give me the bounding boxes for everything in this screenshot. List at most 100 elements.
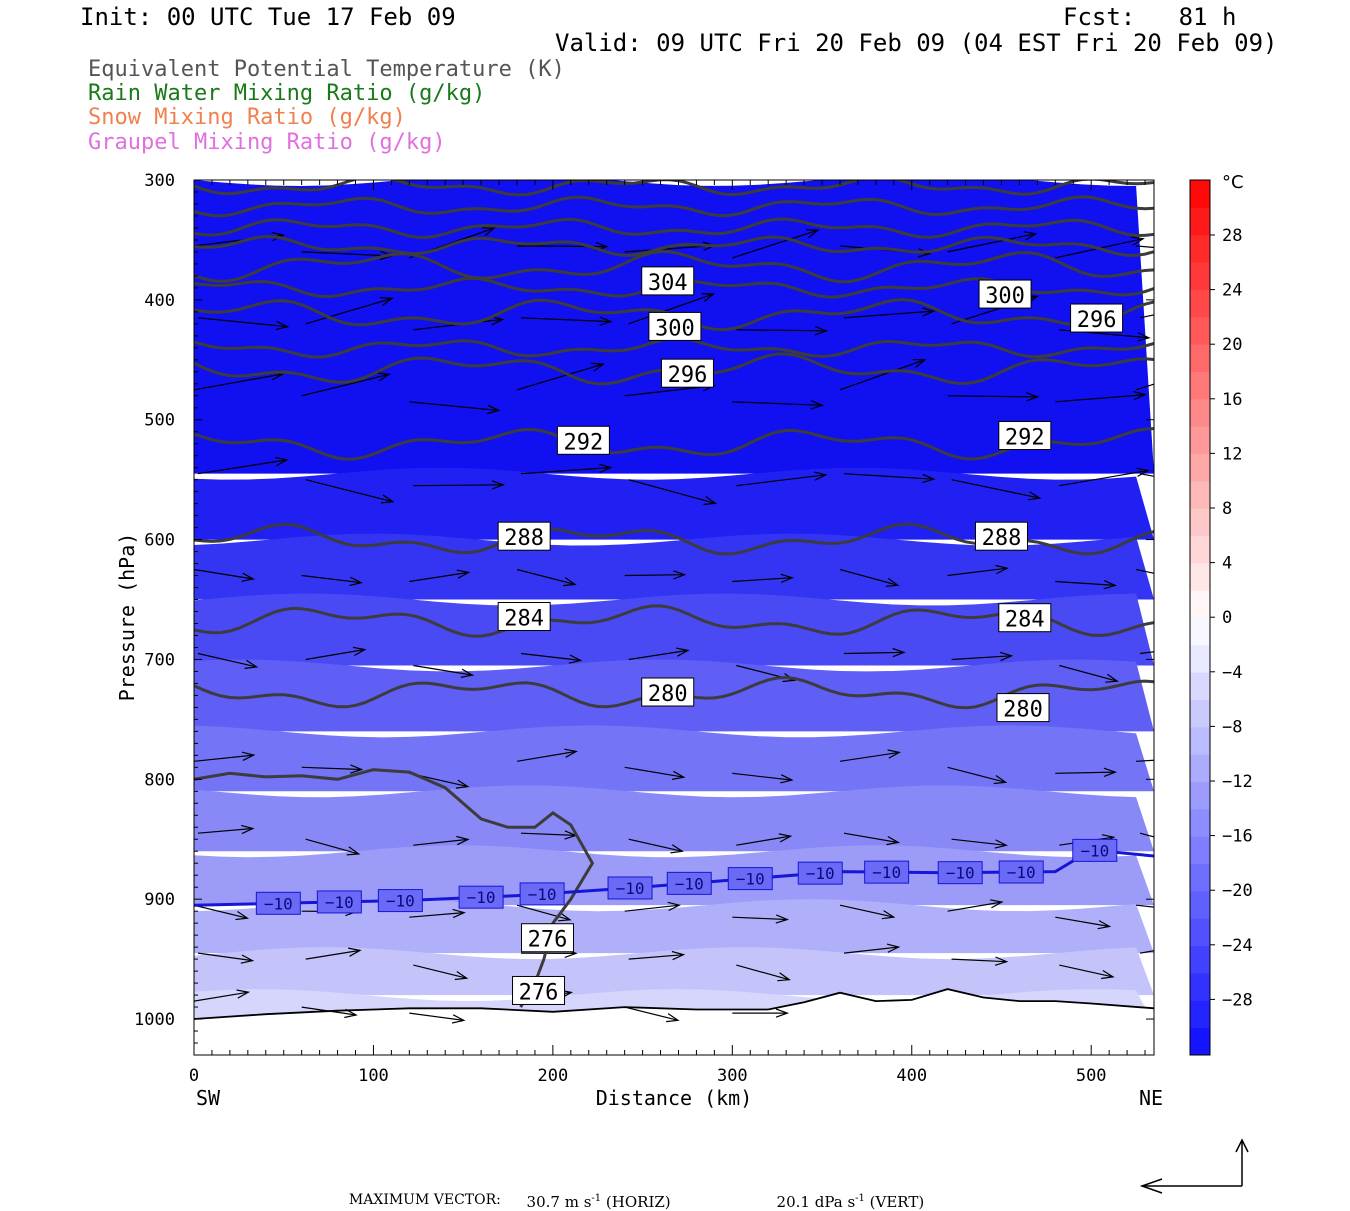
isotherm-label: −10: [1007, 863, 1036, 882]
colorbar-tick-label: 20: [1222, 335, 1242, 355]
colorbar-segment: [1190, 535, 1210, 563]
theta-e-label: 284: [1005, 608, 1045, 633]
theta-e-label: 288: [504, 526, 544, 551]
isotherm-label: −10: [528, 885, 557, 904]
x-tick-label: 300: [717, 1066, 748, 1086]
colorbar-segment: [1190, 399, 1210, 427]
colorbar-segment: [1190, 754, 1210, 782]
colorbar-segment: [1190, 563, 1210, 591]
isotherm-label: −10: [386, 892, 415, 911]
colorbar-segment: [1190, 918, 1210, 946]
colorbar-segment: [1190, 344, 1210, 372]
isotherm-label: −10: [736, 870, 765, 889]
y-tick-label: 400: [144, 291, 175, 311]
temperature-band: [194, 725, 1154, 791]
x-end-left: SW: [196, 1086, 221, 1110]
colorbar-unit: °C: [1222, 172, 1244, 193]
colorbar-segment: [1190, 782, 1210, 810]
x-end-right: NE: [1139, 1086, 1163, 1110]
colorbar-segment: [1190, 645, 1210, 673]
colorbar-tick-label: 4: [1222, 554, 1232, 574]
colorbar-segment: [1190, 891, 1210, 919]
isotherm-label: −10: [946, 864, 975, 883]
isotherm-label: −10: [675, 874, 704, 893]
theta-e-label: 292: [1005, 426, 1045, 451]
y-tick-label: 300: [144, 171, 175, 191]
colorbar-tick-label: 16: [1222, 390, 1242, 410]
horiz-value: 30.7 m s: [527, 1193, 592, 1211]
colorbar-segment: [1190, 1028, 1210, 1056]
x-tick-label: 200: [538, 1066, 569, 1086]
theta-e-label: 276: [519, 980, 559, 1005]
theta-e-label: 300: [655, 316, 695, 341]
theta-e-label: 280: [648, 682, 688, 707]
colorbar-tick-label: −8: [1222, 717, 1242, 737]
colorbar-tick-label: 12: [1222, 444, 1242, 464]
isotherm-label: −10: [806, 864, 835, 883]
colorbar-segment: [1190, 180, 1210, 208]
theta-e-label: 296: [1077, 308, 1117, 333]
wind-vector-head: [1210, 362, 1222, 370]
y-tick-label: 500: [144, 411, 175, 431]
colorbar-segment: [1190, 946, 1210, 974]
colorbar-segment: [1190, 426, 1210, 454]
colorbar-segment: [1190, 809, 1210, 837]
vert-value: 20.1 dPa s: [777, 1193, 856, 1211]
wind-vector: [1140, 474, 1228, 491]
colorbar-segment: [1190, 618, 1210, 646]
colorbar-tick-label: −4: [1222, 663, 1242, 683]
y-tick-label: 600: [144, 531, 175, 551]
wind-vector-head: [1214, 249, 1226, 257]
x-tick-label: 500: [1076, 1066, 1107, 1086]
x-tick-label: 100: [358, 1066, 389, 1086]
reference-vector-icon: [1142, 1140, 1248, 1193]
vert-unit: (VERT): [865, 1193, 924, 1211]
theta-e-label: 284: [504, 607, 544, 632]
x-axis-label: Distance (km): [596, 1086, 753, 1110]
y-tick-label: 1000: [134, 1010, 175, 1030]
theta-e-label: 300: [985, 284, 1025, 309]
wind-vector: [1136, 905, 1191, 911]
max-vector-horiz: 30.7 m s-1 (HORIZ): [517, 1175, 671, 1211]
theta-e-label: 292: [564, 430, 604, 455]
wind-vector: [625, 575, 685, 576]
max-vector-vert: 20.1 dPa s-1 (VERT): [767, 1175, 924, 1211]
y-axis-label: Pressure (hPa): [115, 533, 139, 702]
horiz-unit: (HORIZ): [601, 1193, 671, 1211]
colorbar-segment: [1190, 235, 1210, 263]
colorbar-segment: [1190, 590, 1210, 618]
y-tick-label: 700: [144, 650, 175, 670]
max-vector-label: MAXIMUM VECTOR:: [340, 1176, 501, 1208]
isotherm-label: −10: [264, 894, 293, 913]
colorbar-segment: [1190, 207, 1210, 235]
colorbar-tick-label: 24: [1222, 281, 1242, 301]
colorbar-segment: [1190, 727, 1210, 755]
y-tick-label: 800: [144, 770, 175, 790]
isotherm-label: −10: [1080, 841, 1109, 860]
wind-vector: [1136, 758, 1196, 762]
colorbar-segment: [1190, 973, 1210, 1001]
theta-e-label: 288: [982, 526, 1022, 551]
colorbar-segment: [1190, 262, 1210, 290]
colorbar-tick-label: −28: [1222, 990, 1253, 1010]
colorbar-tick-label: −16: [1222, 827, 1253, 847]
colorbar-tick-label: −24: [1222, 936, 1253, 956]
colorbar-tick-label: −12: [1222, 772, 1253, 792]
wind-vector-head: [1217, 484, 1229, 492]
colorbar-segment: [1190, 453, 1210, 481]
x-tick-label: 400: [896, 1066, 927, 1086]
temperature-band: [194, 785, 1154, 851]
y-tick-label: 900: [144, 890, 175, 910]
isotherm-label: −10: [872, 863, 901, 882]
colorbar-segment: [1190, 371, 1210, 399]
colorbar-segment: [1190, 672, 1210, 700]
theta-e-label: 304: [648, 271, 688, 296]
colorbar-tick-label: 8: [1222, 499, 1232, 519]
horiz-exponent: -1: [591, 1193, 601, 1204]
isotherm-label: −10: [616, 879, 645, 898]
theta-e-label: 280: [1003, 698, 1043, 723]
colorbar-segment: [1190, 700, 1210, 728]
colorbar-segment: [1190, 508, 1210, 536]
